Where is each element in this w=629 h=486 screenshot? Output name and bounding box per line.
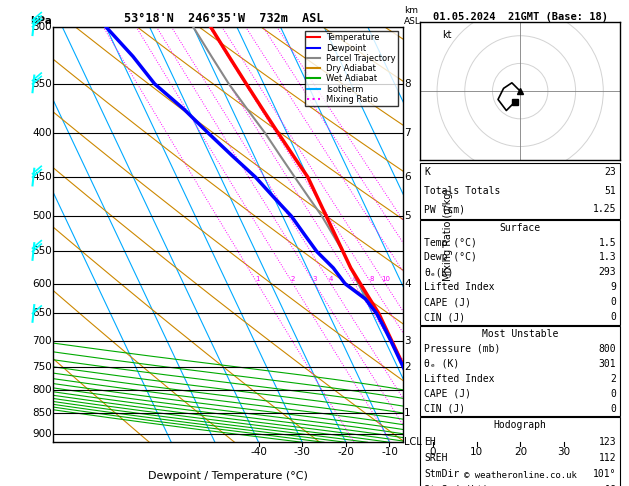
Text: Dewp (°C): Dewp (°C) bbox=[424, 252, 477, 262]
Text: 10: 10 bbox=[381, 276, 390, 282]
Text: 301: 301 bbox=[599, 359, 616, 368]
Text: 2: 2 bbox=[291, 276, 295, 282]
Text: 0: 0 bbox=[430, 447, 437, 457]
Text: 101°: 101° bbox=[593, 469, 616, 479]
Text: θₑ(K): θₑ(K) bbox=[424, 267, 454, 278]
Text: 900: 900 bbox=[32, 429, 52, 439]
Text: 1.3: 1.3 bbox=[599, 252, 616, 262]
Text: θₑ (K): θₑ (K) bbox=[424, 359, 459, 368]
Text: Temp (°C): Temp (°C) bbox=[424, 238, 477, 247]
Text: CAPE (J): CAPE (J) bbox=[424, 388, 471, 399]
Text: 850: 850 bbox=[32, 408, 52, 418]
Text: CIN (J): CIN (J) bbox=[424, 312, 465, 322]
Text: -40: -40 bbox=[250, 447, 267, 457]
Text: Surface: Surface bbox=[499, 223, 541, 233]
Text: PW (cm): PW (cm) bbox=[424, 205, 465, 214]
Text: CIN (J): CIN (J) bbox=[424, 403, 465, 414]
Text: 0: 0 bbox=[611, 312, 616, 322]
Text: 300: 300 bbox=[32, 22, 52, 32]
Text: -30: -30 bbox=[294, 447, 311, 457]
Text: 4: 4 bbox=[404, 279, 411, 289]
Text: 30: 30 bbox=[557, 447, 571, 457]
Text: 2: 2 bbox=[404, 362, 411, 371]
Text: SREH: SREH bbox=[424, 452, 447, 463]
Text: 3: 3 bbox=[404, 336, 411, 346]
Text: 8: 8 bbox=[369, 276, 374, 282]
Text: 123: 123 bbox=[599, 436, 616, 447]
Text: 4: 4 bbox=[329, 276, 333, 282]
Text: 0: 0 bbox=[611, 388, 616, 399]
Text: CAPE (J): CAPE (J) bbox=[424, 297, 471, 307]
Text: 20: 20 bbox=[514, 447, 527, 457]
Text: 20: 20 bbox=[426, 276, 435, 282]
Legend: Temperature, Dewpoint, Parcel Trajectory, Dry Adiabat, Wet Adiabat, Isotherm, Mi: Temperature, Dewpoint, Parcel Trajectory… bbox=[304, 31, 398, 106]
Text: km
ASL: km ASL bbox=[404, 6, 421, 26]
Text: -20: -20 bbox=[337, 447, 354, 457]
Text: EH: EH bbox=[424, 436, 436, 447]
Text: 600: 600 bbox=[32, 279, 52, 289]
Text: 6: 6 bbox=[352, 276, 357, 282]
Text: Mixing Ratio (g/kg): Mixing Ratio (g/kg) bbox=[443, 189, 453, 280]
Text: Hodograph: Hodograph bbox=[494, 420, 547, 431]
Text: 23: 23 bbox=[604, 167, 616, 177]
Text: 1.25: 1.25 bbox=[593, 205, 616, 214]
Text: 9: 9 bbox=[611, 282, 616, 293]
Text: 650: 650 bbox=[32, 309, 52, 318]
Text: 800: 800 bbox=[599, 344, 616, 354]
Text: StmDir: StmDir bbox=[424, 469, 459, 479]
Text: 350: 350 bbox=[32, 79, 52, 89]
Text: 112: 112 bbox=[599, 452, 616, 463]
Text: 1.5: 1.5 bbox=[599, 238, 616, 247]
Text: 25: 25 bbox=[440, 276, 449, 282]
Text: kt: kt bbox=[443, 30, 452, 40]
Text: 10: 10 bbox=[470, 447, 483, 457]
Text: 53°18'N  246°35'W  732m  ASL: 53°18'N 246°35'W 732m ASL bbox=[123, 12, 323, 25]
Text: Dewpoint / Temperature (°C): Dewpoint / Temperature (°C) bbox=[148, 471, 308, 481]
Text: 51: 51 bbox=[604, 186, 616, 196]
Text: 3: 3 bbox=[313, 276, 317, 282]
Text: 5: 5 bbox=[404, 211, 411, 221]
Text: 7: 7 bbox=[404, 128, 411, 139]
Text: K: K bbox=[424, 167, 430, 177]
Text: 1: 1 bbox=[255, 276, 260, 282]
Text: 1: 1 bbox=[404, 408, 411, 418]
Text: StmSpd (kt): StmSpd (kt) bbox=[424, 485, 489, 486]
Text: 800: 800 bbox=[32, 385, 52, 396]
Text: Lifted Index: Lifted Index bbox=[424, 374, 494, 383]
Text: 15: 15 bbox=[407, 276, 416, 282]
Text: 6: 6 bbox=[404, 172, 411, 182]
Text: Lifted Index: Lifted Index bbox=[424, 282, 494, 293]
Text: 01.05.2024  21GMT (Base: 18): 01.05.2024 21GMT (Base: 18) bbox=[433, 12, 608, 22]
Text: 0: 0 bbox=[611, 297, 616, 307]
Text: 0: 0 bbox=[611, 403, 616, 414]
Text: Totals Totals: Totals Totals bbox=[424, 186, 500, 196]
Text: LCL: LCL bbox=[404, 437, 422, 447]
Text: 550: 550 bbox=[32, 246, 52, 257]
Text: 400: 400 bbox=[32, 128, 52, 139]
Text: 293: 293 bbox=[599, 267, 616, 278]
Text: Pressure (mb): Pressure (mb) bbox=[424, 344, 500, 354]
Text: 16: 16 bbox=[604, 485, 616, 486]
Text: 700: 700 bbox=[32, 336, 52, 346]
Text: 450: 450 bbox=[32, 172, 52, 182]
Text: Most Unstable: Most Unstable bbox=[482, 329, 559, 339]
Text: -10: -10 bbox=[381, 447, 398, 457]
Text: 500: 500 bbox=[32, 211, 52, 221]
Text: © weatheronline.co.uk: © weatheronline.co.uk bbox=[464, 471, 577, 480]
Text: hPa: hPa bbox=[30, 16, 52, 26]
Text: 2: 2 bbox=[611, 374, 616, 383]
Text: 750: 750 bbox=[32, 362, 52, 371]
Text: 8: 8 bbox=[404, 79, 411, 89]
